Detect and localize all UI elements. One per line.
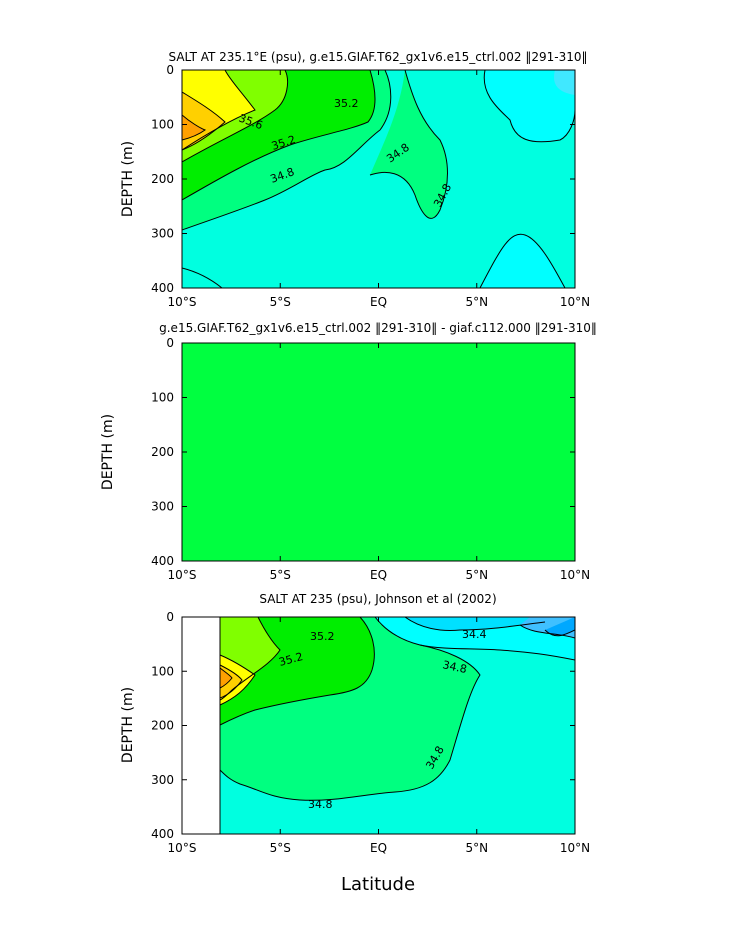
p1-contour-fresh xyxy=(483,70,575,143)
p3-contour-36 xyxy=(219,667,233,689)
p1-contour-354 xyxy=(182,70,288,163)
p1-clabel-1: 35.2 xyxy=(334,97,359,110)
p3-contour-356 xyxy=(219,654,256,706)
p1-xtick-label-1: 5°S xyxy=(270,295,291,309)
p1-ytick-label-0: 0 xyxy=(166,63,174,77)
p1-ytick-label-3: 300 xyxy=(151,227,174,241)
p2-ytick-label-2: 200 xyxy=(151,445,174,459)
p3-fill-36 xyxy=(220,668,232,688)
p3-clabel-2: 34.4 xyxy=(462,628,487,641)
panel-2-ylabel: DEPTH (m) xyxy=(100,414,116,490)
p1-ytick-label-4: 400 xyxy=(151,281,174,295)
p3-xtick-label-1: 5°S xyxy=(270,841,291,855)
p1-contour-352 xyxy=(182,70,376,201)
panel-2-field xyxy=(181,342,576,562)
p3-contour-346 xyxy=(374,617,575,661)
p3-clabel-5: 34.8 xyxy=(308,798,333,811)
p2-xtick-label-2: EQ xyxy=(370,568,387,582)
p1-ytick-label-1: 100 xyxy=(151,118,174,132)
p1-contour-deep-fresh xyxy=(479,233,566,288)
panel-2: g.e15.GIAF.T62_gx1v6.e15_ctrl.002 ‖291-3… xyxy=(100,321,597,582)
p2-xtick-label-4: 10°N xyxy=(560,568,590,582)
p3-ytick-label-2: 200 xyxy=(151,719,174,733)
p2-xtick-label-0: 10°S xyxy=(168,568,197,582)
p2-ytick-label-4: 400 xyxy=(151,554,174,568)
p3-xtick-label-2: EQ xyxy=(370,841,387,855)
p2-ytick-label-0: 0 xyxy=(166,336,174,350)
p3-xtick-label-0: 10°S xyxy=(168,841,197,855)
p1-xtick-label-2: EQ xyxy=(370,295,387,309)
panel-3-ylabel: DEPTH (m) xyxy=(120,687,136,763)
p3-ytick-label-3: 300 xyxy=(151,773,174,787)
p3-clabel-0: 35.2 xyxy=(310,630,335,643)
p1-xtick-label-3: 5°N xyxy=(465,295,488,309)
p1-xtick-label-4: 10°N xyxy=(560,295,590,309)
p2-xtick-label-3: 5°N xyxy=(465,568,488,582)
p1-xtick-label-0: 10°S xyxy=(168,295,197,309)
p3-contour-354 xyxy=(219,617,281,701)
p1-contour-36 xyxy=(182,114,207,141)
p3-contour-348 xyxy=(219,644,481,801)
p2-ytick-label-1: 100 xyxy=(151,391,174,405)
p3-xtick-label-4: 10°N xyxy=(560,841,590,855)
p1-contour-358 xyxy=(182,91,226,151)
p3-ytick-label-4: 400 xyxy=(151,827,174,841)
p3-contour-352 xyxy=(219,617,375,726)
panel-3-axes: 10°S 5°S EQ 5°N 10°N 0 100 200 300 400 xyxy=(151,610,590,855)
panel-3-title: SALT AT 235 (psu), Johnson et al (2002) xyxy=(259,592,496,606)
p1-fill-fresh-corner xyxy=(554,70,575,95)
panel-3-xlabel: Latitude xyxy=(341,874,415,895)
p1-ytick-label-2: 200 xyxy=(151,172,174,186)
p3-contour-344 xyxy=(404,617,546,631)
p1-contour-deep-left xyxy=(182,267,223,288)
panel-1: SALT AT 235.1°E (psu), g.e15.GIAF.T62_gx… xyxy=(120,50,590,309)
panel-1-title: SALT AT 235.1°E (psu), g.e15.GIAF.T62_gx… xyxy=(169,50,588,64)
p3-fill-340 xyxy=(545,617,575,636)
panel-1-contour-labels: 35.6 35.2 35.2 34.8 34.8 34.8 xyxy=(237,97,454,209)
p1-fill-fresh-ne xyxy=(484,70,575,142)
p3-clabel-3: 34.8 xyxy=(441,658,468,676)
p3-contour-342 xyxy=(519,624,575,639)
panel-3-fields xyxy=(182,617,575,834)
p3-contour-340 xyxy=(544,629,575,637)
p3-ytick-label-1: 100 xyxy=(151,664,174,678)
panel-2-axes: 10°S 5°S EQ 5°N 10°N 0 100 200 300 400 xyxy=(151,336,590,582)
panel-1-axes: 10°S 5°S EQ 5°N 10°N 0 100 200 300 400 xyxy=(151,63,590,309)
p2-xtick-label-1: 5°S xyxy=(270,568,291,582)
p1-contour-356 xyxy=(182,70,256,151)
p1-contour-348 xyxy=(182,70,392,231)
panel-1-ylabel: DEPTH (m) xyxy=(120,141,136,217)
p1-contour-348-eq xyxy=(369,70,448,219)
p3-ytick-label-0: 0 xyxy=(166,610,174,624)
panel-2-title: g.e15.GIAF.T62_gx1v6.e15_ctrl.002 ‖291-3… xyxy=(159,321,597,335)
p3-fill-344 xyxy=(405,617,560,631)
panel-3-contour-labels: 35.2 35.2 34.4 34.8 34.8 34.8 xyxy=(277,628,486,811)
panel-3: SALT AT 235 (psu), Johnson et al (2002) xyxy=(120,592,590,895)
p3-contour-358 xyxy=(219,664,243,699)
p1-fill-36 xyxy=(182,115,205,140)
p3-xtick-label-3: 5°N xyxy=(465,841,488,855)
panel-1-fields xyxy=(182,70,575,288)
p3-clabel-1: 35.2 xyxy=(277,650,304,669)
p2-ytick-label-3: 300 xyxy=(151,500,174,514)
p1-fill-fresh-deep xyxy=(480,234,565,288)
